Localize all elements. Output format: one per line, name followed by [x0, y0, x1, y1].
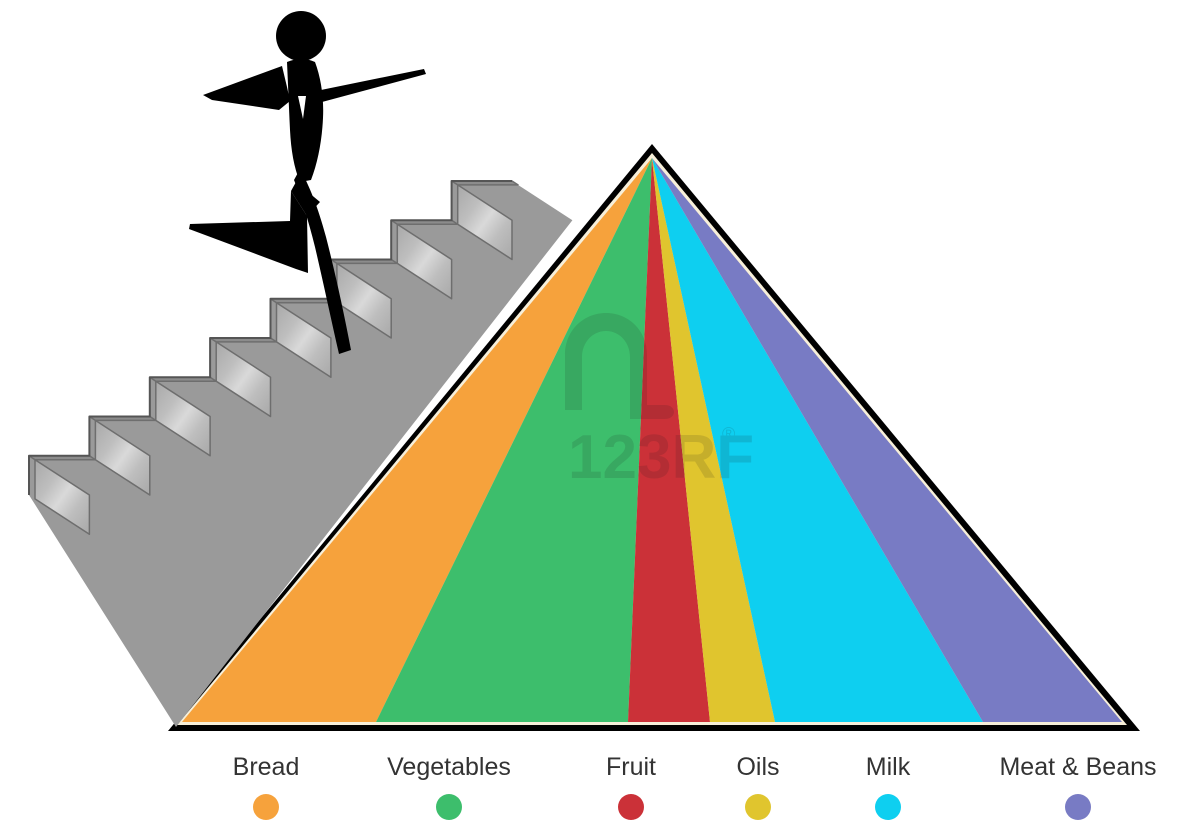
svg-text:Oils: Oils	[736, 753, 779, 781]
svg-text:Meat & Beans: Meat & Beans	[999, 753, 1156, 781]
svg-text:Milk: Milk	[866, 753, 911, 781]
svg-text:®: ®	[722, 424, 735, 444]
svg-text:Vegetables: Vegetables	[387, 753, 511, 781]
svg-text:Fruit: Fruit	[606, 753, 656, 781]
svg-text:Bread: Bread	[233, 753, 300, 781]
